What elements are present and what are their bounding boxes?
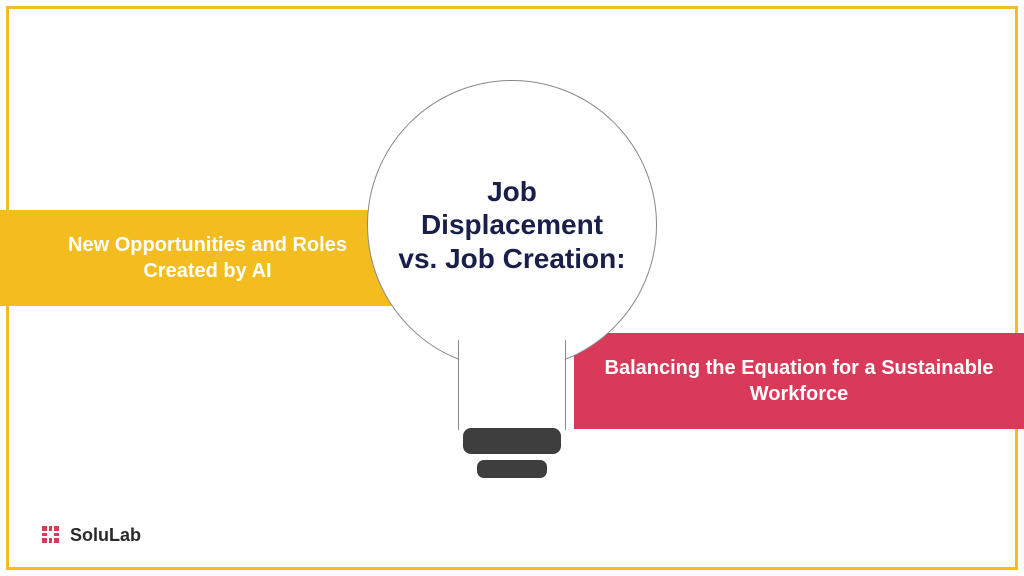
brand-logo: SoluLab	[40, 524, 141, 546]
lightbulb-base-upper	[463, 428, 561, 454]
lightbulb-base-lower	[477, 460, 547, 478]
left-callout-text: New Opportunities and Roles Created by A…	[30, 232, 385, 284]
left-callout-bar: New Opportunities and Roles Created by A…	[0, 210, 415, 306]
lightbulb-circle: Job Displacement vs. Job Creation:	[367, 80, 657, 370]
solulab-text: SoluLab	[70, 525, 141, 546]
solulab-icon	[40, 524, 62, 546]
right-callout-text: Balancing the Equation for a Sustainable…	[604, 355, 994, 407]
main-title: Job Displacement vs. Job Creation:	[368, 175, 656, 276]
lightbulb-container: Job Displacement vs. Job Creation:	[367, 80, 657, 370]
lightbulb-neck	[458, 340, 566, 430]
